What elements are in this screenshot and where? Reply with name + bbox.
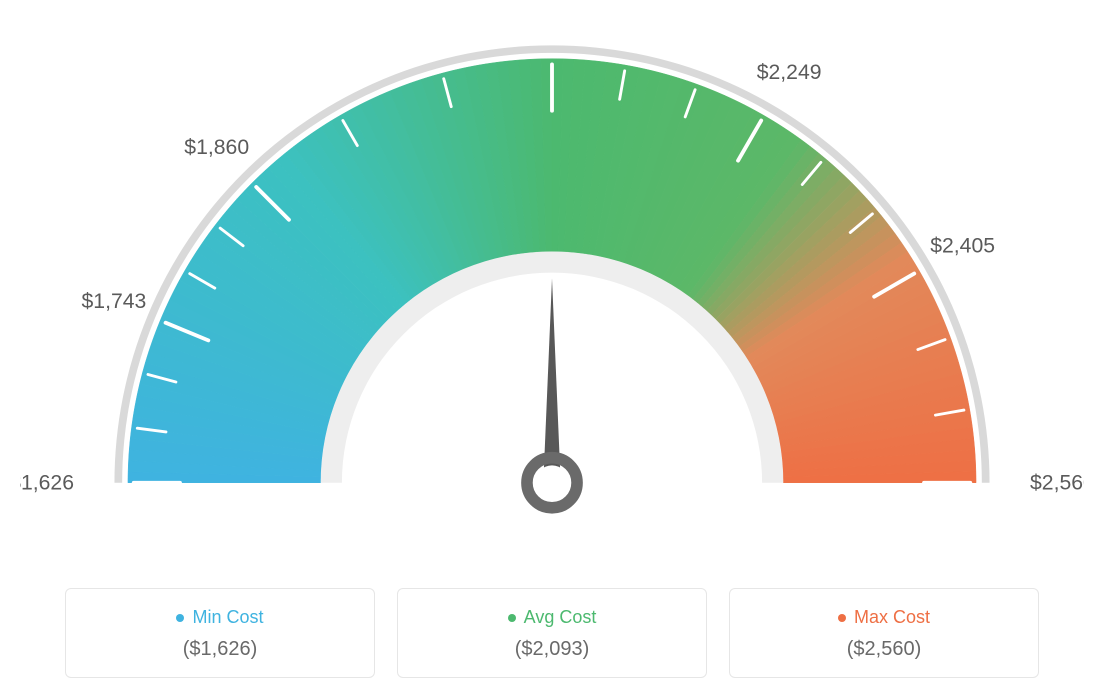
gauge-tick-label: $2,405 xyxy=(930,234,995,257)
summary-cards: Min Cost ($1,626) Avg Cost ($2,093) Max … xyxy=(20,588,1084,678)
avg-cost-value: ($2,093) xyxy=(398,638,706,661)
avg-dot-icon xyxy=(508,614,516,622)
min-cost-label-row: Min Cost xyxy=(66,607,374,628)
min-cost-value: ($1,626) xyxy=(66,638,374,661)
avg-cost-label-row: Avg Cost xyxy=(398,607,706,628)
avg-cost-label: Avg Cost xyxy=(524,607,597,628)
gauge-container: $1,626$1,743$1,860$2,093$2,249$2,405$2,5… xyxy=(20,20,1084,560)
gauge-tick-label: $1,626 xyxy=(20,472,74,495)
max-cost-label-row: Max Cost xyxy=(730,607,1038,628)
gauge-tick-label: $1,743 xyxy=(82,290,147,313)
gauge-tick-label: $2,249 xyxy=(757,61,822,84)
avg-cost-card: Avg Cost ($2,093) xyxy=(397,588,707,678)
max-cost-label: Max Cost xyxy=(854,607,930,628)
gauge-tick-label: $2,560 xyxy=(1030,472,1084,495)
min-dot-icon xyxy=(176,614,184,622)
min-cost-card: Min Cost ($1,626) xyxy=(65,588,375,678)
gauge-tick-label: $1,860 xyxy=(184,136,249,159)
min-cost-label: Min Cost xyxy=(192,607,263,628)
cost-gauge: $1,626$1,743$1,860$2,093$2,249$2,405$2,5… xyxy=(20,20,1084,560)
max-cost-card: Max Cost ($2,560) xyxy=(729,588,1039,678)
max-dot-icon xyxy=(838,614,846,622)
max-cost-value: ($2,560) xyxy=(730,638,1038,661)
